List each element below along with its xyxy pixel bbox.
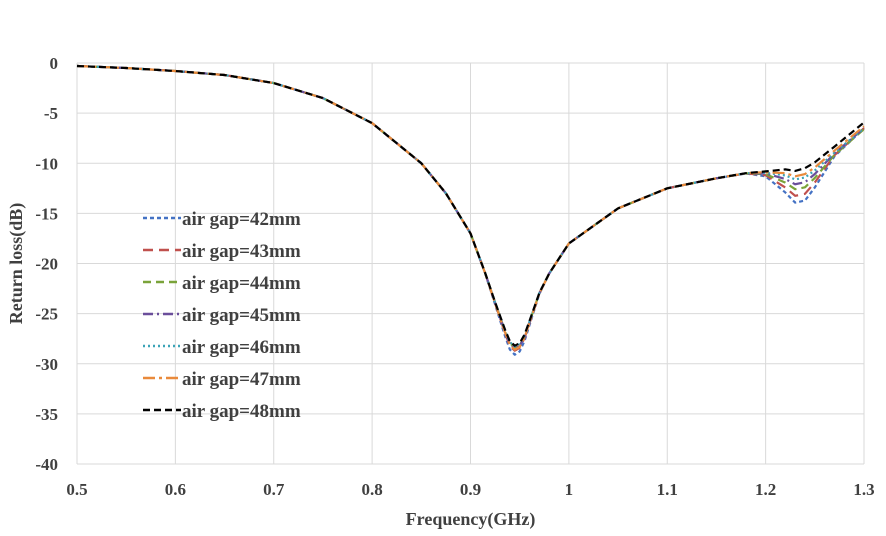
y-tick-label: -30 (35, 355, 58, 374)
y-tick-label: -20 (35, 255, 58, 274)
x-tick-label: 0.8 (362, 480, 383, 499)
legend-label: air gap=45mm (182, 305, 301, 326)
y-axis-title: Return loss(dB) (6, 203, 27, 325)
y-tick-label: -5 (44, 104, 58, 123)
y-tick-label: -25 (35, 305, 58, 324)
series-line-0 (76, 64, 865, 356)
x-tick-label: 1.1 (657, 480, 678, 499)
y-tick-label: -35 (35, 405, 58, 424)
legend-label: air gap=43mm (182, 241, 301, 262)
y-tick-labels: 0 -5 -10 -15 -20 -25 -30 -35 -40 (35, 54, 58, 474)
legend-label: air gap=47mm (182, 369, 301, 390)
y-tick-label: -15 (35, 204, 58, 223)
x-tick-label: 1.2 (755, 480, 776, 499)
grid (76, 62, 865, 465)
legend-label: air gap=46mm (182, 337, 301, 358)
x-axis-title: Frequency(GHz) (406, 509, 536, 530)
x-tick-label: 0.7 (263, 480, 285, 499)
x-tick-label: 0.6 (165, 480, 186, 499)
series-line-6 (76, 64, 865, 347)
y-tick-label: -40 (35, 455, 58, 474)
y-tick-label: -10 (35, 154, 58, 173)
y-tick-label: 0 (50, 54, 59, 73)
x-tick-labels: 0.5 0.6 0.7 0.8 0.9 1 1.1 1.2 1.3 (66, 480, 874, 499)
legend: air gap=42mm air gap=43mm air gap=44mm air … (143, 209, 301, 422)
legend-label: air gap=42mm (182, 209, 301, 230)
legend-label: air gap=44mm (182, 273, 301, 294)
x-tick-label: 1 (565, 480, 574, 499)
series-layer (76, 64, 865, 356)
x-tick-label: 0.5 (66, 480, 87, 499)
x-tick-label: 0.9 (460, 480, 481, 499)
legend-label: air gap=48mm (182, 401, 301, 422)
x-tick-label: 1.3 (853, 480, 874, 499)
